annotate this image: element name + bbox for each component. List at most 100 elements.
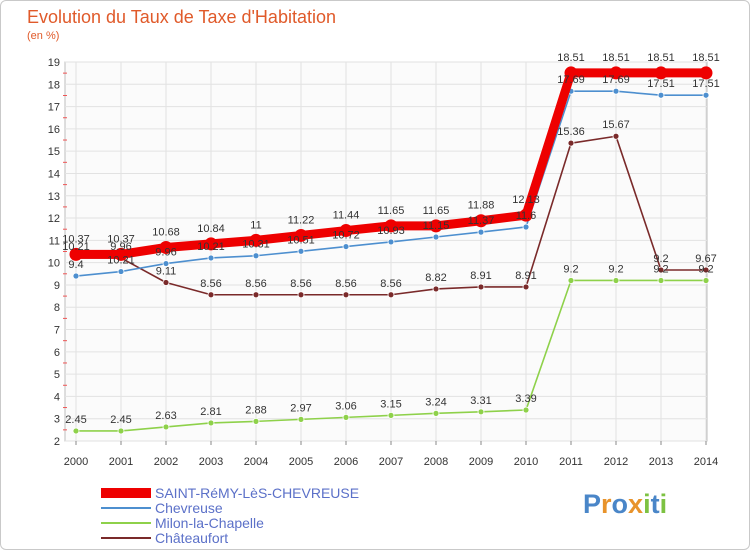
data-point	[612, 277, 620, 284]
data-label: 11.65	[423, 205, 450, 217]
data-label: 8.91	[470, 270, 491, 282]
data-label: 9.2	[698, 263, 713, 275]
y-tick-label: 14	[48, 168, 60, 180]
data-label: 18.51	[602, 52, 630, 64]
logo-letter: i	[643, 489, 651, 519]
data-point	[162, 423, 170, 431]
data-point	[207, 254, 215, 262]
data-point	[702, 266, 710, 274]
data-label: 3.15	[380, 398, 401, 410]
legend-label: Chevreuse	[155, 499, 223, 516]
data-label: 9.96	[155, 247, 176, 259]
data-label: 11.22	[288, 214, 315, 226]
y-tick-label: 16	[48, 124, 60, 136]
data-point	[477, 283, 485, 291]
data-label: 10.21	[197, 241, 225, 253]
x-tick-label: 2012	[604, 456, 628, 468]
data-point	[564, 66, 578, 80]
data-point	[657, 91, 665, 99]
data-point	[522, 283, 530, 291]
data-point	[114, 247, 128, 261]
data-label: 10.72	[332, 230, 360, 242]
x-tick-label: 2013	[649, 456, 673, 468]
data-label: 9.2	[608, 263, 623, 275]
data-label: 11.37	[468, 215, 495, 227]
data-label: 10.21	[62, 241, 90, 253]
x-tick-label: 2007	[379, 456, 403, 468]
data-label: 11.88	[468, 200, 495, 212]
data-label: 8.56	[380, 278, 401, 290]
logo-letter: P	[583, 489, 602, 519]
data-label: 10.68	[152, 226, 180, 238]
data-point	[162, 260, 170, 267]
data-point	[72, 272, 80, 280]
data-label: 8.56	[290, 278, 311, 290]
legend-swatch-3	[101, 536, 151, 539]
data-label: 2.97	[290, 402, 311, 414]
data-point	[654, 66, 668, 80]
data-point	[117, 427, 125, 435]
x-tick-label: 2014	[694, 456, 718, 468]
y-tick-label: 11	[49, 235, 60, 247]
data-label: 10.84	[197, 223, 225, 235]
data-label: 9.11	[156, 265, 177, 277]
logo-letter: o	[611, 489, 629, 519]
data-label: 15.67	[602, 119, 630, 131]
data-point	[117, 268, 125, 275]
data-point	[72, 427, 80, 435]
logo-letter: t	[650, 489, 660, 519]
y-tick-label: 19	[48, 57, 60, 69]
data-label: 11.44	[333, 210, 360, 222]
x-tick-label: 2006	[334, 456, 358, 468]
data-label: 17.51	[647, 78, 675, 90]
x-tick-label: 2001	[109, 456, 133, 468]
x-tick-label: 2008	[424, 456, 448, 468]
legend-swatch-0	[101, 487, 151, 498]
data-label: 17.51	[692, 78, 720, 90]
x-tick-label: 2005	[289, 456, 313, 468]
data-point	[474, 214, 488, 228]
data-point	[567, 277, 575, 284]
data-label: 3.31	[470, 395, 491, 407]
data-label: 9.2	[653, 263, 668, 275]
data-label: 3.06	[335, 400, 356, 412]
data-label: 18.51	[692, 52, 720, 64]
legend: SAINT-RéMY-LèS-CHEVREUSE Chevreuse Milon…	[101, 485, 359, 546]
data-label: 9.2	[563, 263, 578, 275]
data-point	[612, 132, 620, 140]
data-label: 2.45	[110, 414, 131, 426]
data-label: 2.63	[155, 410, 176, 422]
data-point	[522, 406, 530, 414]
data-point	[477, 408, 485, 416]
data-point	[207, 291, 215, 299]
data-label: 8.56	[245, 278, 266, 290]
data-label: 18.51	[647, 52, 675, 64]
data-point	[342, 291, 350, 299]
data-point	[657, 266, 665, 274]
y-tick-label: 17	[48, 102, 60, 114]
data-label: 11.65	[378, 205, 405, 217]
y-tick-label: 7	[54, 325, 60, 337]
legend-item: Châteaufort	[101, 530, 359, 546]
data-point	[162, 279, 170, 286]
data-label: 3.39	[515, 393, 536, 405]
data-point	[387, 291, 395, 299]
data-label: 8.91	[515, 270, 536, 282]
data-point	[252, 417, 260, 425]
data-point	[432, 409, 440, 417]
data-label: 10.37	[107, 233, 135, 245]
data-label: 12.13	[512, 194, 540, 206]
data-point	[159, 240, 173, 254]
x-tick-label: 2000	[64, 456, 88, 468]
chart-title: Evolution du Taux de Taxe d'Habitation	[27, 7, 336, 27]
data-point	[69, 247, 83, 261]
legend-swatch-2	[101, 521, 151, 524]
data-point	[702, 277, 710, 284]
logo-letter: x	[628, 489, 644, 519]
y-tick-label: 5	[54, 369, 60, 381]
y-tick-label: 3	[54, 414, 60, 426]
data-label: 2.81	[200, 406, 221, 418]
data-point	[429, 219, 443, 233]
